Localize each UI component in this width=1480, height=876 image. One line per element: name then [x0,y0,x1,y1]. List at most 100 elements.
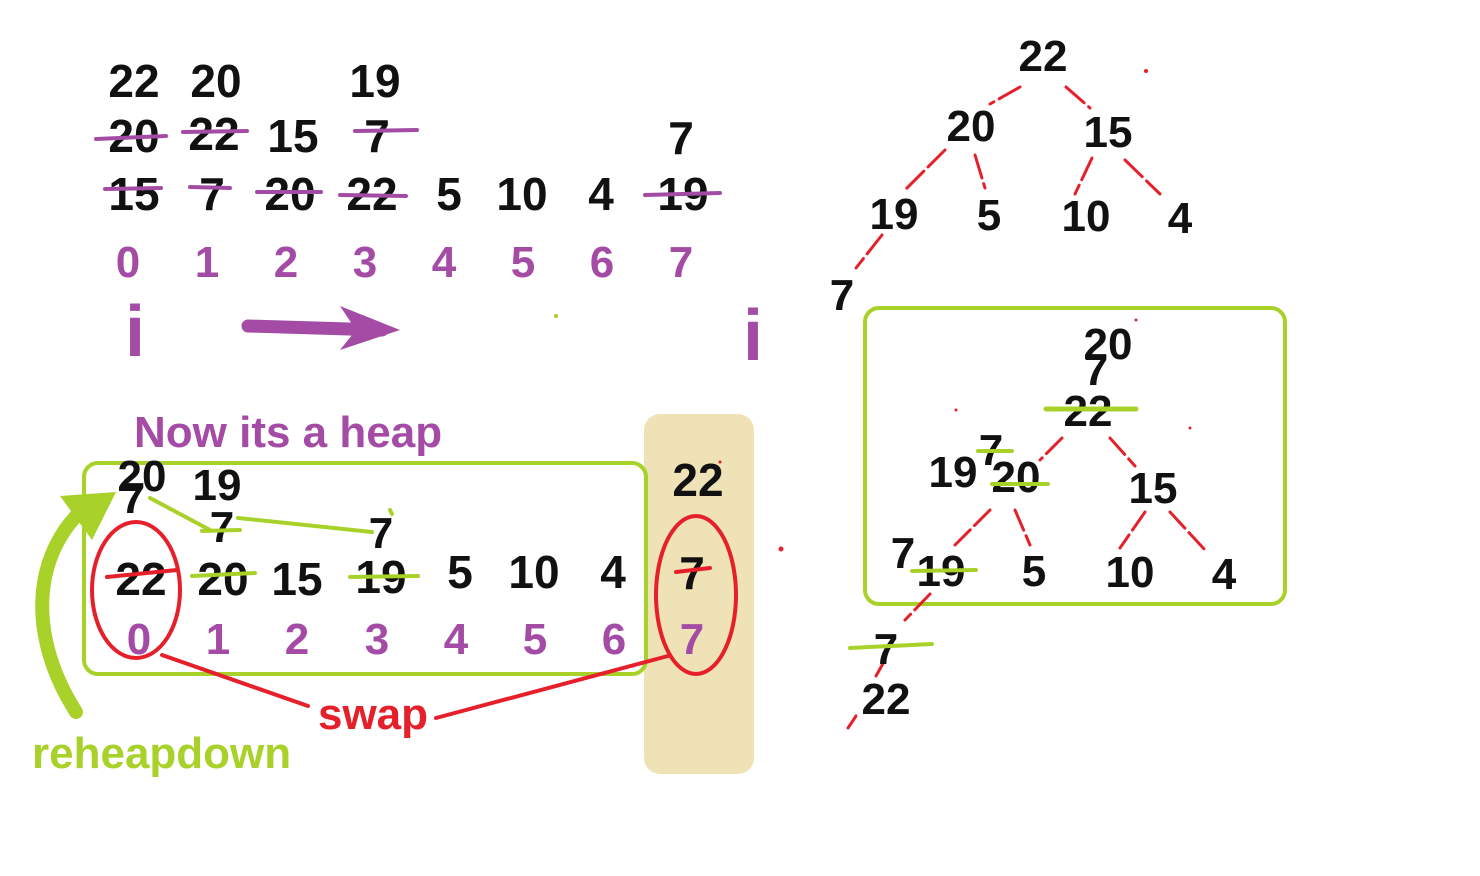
top-row-base-val-0: 15 [108,168,159,220]
tree-edge [1123,158,1162,196]
tree-edge [1064,85,1092,110]
top-row-top-val-0: 22 [108,55,159,107]
bottom-row-base-val-6: 4 [600,546,626,598]
bottom-row-base-val-5: 10 [508,546,559,598]
top-row-base-val-1: 7 [199,168,225,220]
strike-line [94,134,168,141]
connector-line [388,508,394,516]
tree-lower-right: 15 [1129,464,1178,513]
top-index-4: 4 [432,238,457,287]
top-index-2: 2 [274,238,298,287]
tree-lower: 20 7 22 19 7 20 15 7 19 5 10 4 7 22 [718,306,1287,730]
connector-line [200,528,242,533]
stray-dot [718,460,722,464]
stray-dot [954,408,958,412]
tree-edge [846,714,858,730]
strike-line [353,128,419,133]
tree-upper: 22 20 15 19 5 10 4 7 [830,32,1193,320]
tree-edge [1013,508,1032,547]
tree-edge [874,658,887,678]
bottom-index-6: 6 [602,615,626,664]
tree-upper-root: 22 [1019,32,1068,81]
tree-edge [1108,436,1137,468]
strike-line [188,185,232,190]
top-row-top-val-1: 20 [190,55,241,107]
tree-upper-node: 4 [1168,194,1193,243]
strike-line [338,193,408,198]
swap-ellipse-left [90,520,182,660]
strike-line [848,642,934,650]
tree-lower-removed: 22 [862,675,911,724]
top-row-mid-val-2: 15 [267,110,318,162]
strike-line [674,566,712,574]
heap-box [82,461,648,676]
bottom-index-3: 3 [365,615,389,664]
tree-edge [973,153,987,190]
tree-upper-node: 19 [870,190,919,239]
bottom-row-mid-val-1: 7 [210,503,234,552]
top-index-7: 7 [669,238,693,287]
tree-upper-node: 15 [1084,108,1133,157]
swap-line [160,653,310,708]
stray-dot [778,546,784,552]
tree-upper-node: 7 [830,271,854,320]
pointer-i-end: i [743,296,763,376]
stray-dot [554,314,558,318]
tree-upper-node: 10 [1062,192,1111,241]
top-index-3: 3 [353,238,377,287]
sorted-top-val: 22 [672,454,723,506]
tree-edge [1118,510,1147,550]
stray-dot [1144,69,1148,73]
stray-marks [718,318,1192,464]
top-strikes [94,128,722,198]
pointer-i-label: i [125,292,145,372]
bottom-index-4: 4 [444,615,469,664]
tree-lower-box [863,306,1287,606]
tree-lower-leaf: 10 [1106,548,1155,597]
strike-line [105,568,179,579]
tree-edge [988,85,1022,106]
bottom-row-base-val-2: 15 [271,553,322,605]
tree-lower-edges [846,436,1207,730]
tree-edge [1038,436,1064,462]
swap-label: swap [318,690,428,739]
tree-edge [953,508,992,547]
tree-lower-leaf: 4 [1212,550,1237,599]
top-row-mid-val-3: 7 [364,110,390,162]
swap-line [434,654,670,720]
sorted-index: 7 [680,615,704,664]
bottom-row-base-val-4: 5 [447,546,473,598]
bottom-index-1: 1 [206,615,230,664]
swap-ellipse-right [654,514,738,676]
tree-lower-root-mid: 7 [1084,346,1108,395]
bottom-row-top-val-0: 20 [118,452,167,501]
reheapdown-label: reheapdown [32,729,291,778]
right-arrow-icon [241,306,400,350]
tree-upper-node: 20 [947,102,996,151]
strike-line [190,571,257,578]
strike-line [103,186,163,191]
connector-line [148,496,212,532]
top-row-mid-val-1: 22 [188,108,239,160]
top-index-0: 0 [116,238,140,287]
tree-lower-root-new: 20 [1084,320,1133,369]
bottom-array: Now its a heap 20 19 7 7 7 22 20 15 19 5… [32,408,784,778]
top-index-1: 1 [195,238,219,287]
tree-lower-leaf: 5 [1022,547,1046,596]
strike-line [181,129,249,134]
strike-line [910,568,978,573]
bottom-row-top-val-1: 19 [193,461,242,510]
heap-status-label: Now its a heap [134,408,442,457]
swap-connectors [160,653,670,720]
sorted-region [644,414,754,774]
curved-arrow-icon [35,492,116,719]
tree-edge [1168,510,1207,552]
top-row-top-val-7: 7 [668,112,694,164]
tree-edge [1073,156,1094,196]
stray-dot [1188,426,1192,430]
pointer-i-label: i [743,296,763,376]
top-row-top-val-3: 19 [349,55,400,107]
tree-edge [854,233,884,270]
top-row-base-val-4: 5 [436,168,462,220]
